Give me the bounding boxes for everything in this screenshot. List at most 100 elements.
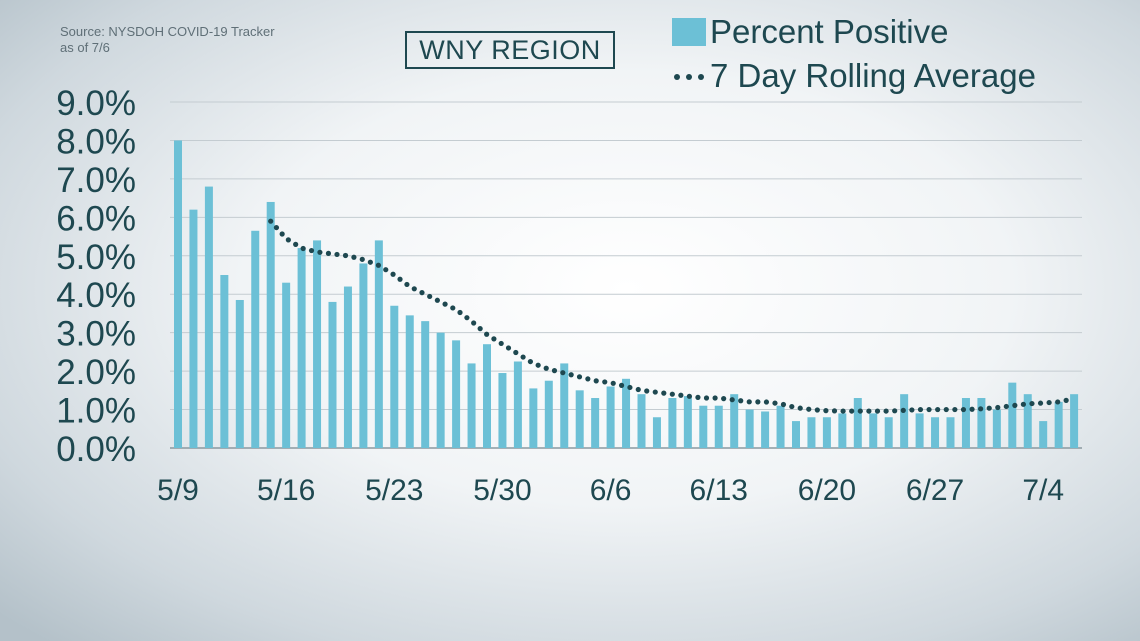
rolling-average-dot	[471, 320, 477, 326]
x-tick-label: 5/30	[473, 474, 531, 507]
bar	[792, 421, 800, 448]
bar	[884, 417, 893, 448]
rolling-average-dot	[755, 399, 761, 405]
rolling-average-dot	[1020, 401, 1026, 407]
legend-label-rolling-average: 7 Day Rolling Average	[710, 57, 1036, 94]
rolling-average-dot	[849, 408, 855, 414]
legend: Percent Positive 7 Day Rolling Average	[672, 10, 1036, 98]
bar	[900, 394, 909, 448]
rolling-average-dot	[342, 252, 349, 259]
rolling-average-dot	[789, 403, 795, 410]
rolling-average-dot	[285, 237, 291, 243]
x-tick-label: 7/4	[1022, 474, 1064, 507]
bar	[961, 398, 970, 448]
rolling-average-dot	[419, 290, 425, 296]
bar	[436, 332, 445, 448]
rolling-average-dot	[746, 399, 752, 405]
x-tick-label: 5/16	[257, 474, 315, 507]
bar	[977, 398, 986, 448]
rolling-average-dot	[797, 405, 803, 411]
bar	[405, 315, 414, 448]
rolling-average-dot	[840, 408, 846, 414]
bar	[915, 413, 924, 448]
rolling-average-dot	[513, 349, 519, 356]
rolling-average-dot	[1003, 403, 1009, 410]
rolling-average-dot	[404, 281, 410, 288]
bar	[652, 417, 661, 448]
rolling-average-dot	[273, 224, 280, 231]
rolling-average-dot	[883, 408, 889, 414]
bar	[390, 305, 399, 448]
rolling-average-dot	[535, 362, 541, 368]
rolling-average-dot	[367, 259, 373, 265]
y-tick-label: 9.0%	[56, 84, 136, 123]
legend-item-percent-positive: Percent Positive	[672, 10, 1036, 54]
bar	[421, 321, 430, 448]
rolling-average-dot	[317, 249, 323, 255]
rolling-average-dot	[325, 250, 332, 256]
rolling-average-dot	[814, 407, 820, 413]
source-note: Source: NYSDOH COVID-19 Tracker as of 7/…	[60, 24, 275, 56]
rolling-average-dot	[334, 251, 340, 258]
bar	[853, 398, 862, 448]
rolling-average-dot	[560, 370, 566, 376]
y-tick-label: 7.0%	[56, 161, 136, 200]
bar	[359, 263, 368, 448]
bar	[483, 344, 491, 448]
bar	[776, 405, 785, 448]
rolling-average-dot	[585, 376, 591, 382]
rolling-average-dot	[551, 368, 558, 374]
rolling-average-dot	[464, 315, 470, 321]
bar	[668, 398, 677, 448]
rolling-average-dot	[627, 384, 633, 391]
legend-item-rolling-average: 7 Day Rolling Average	[672, 54, 1036, 98]
rolling-average-dot	[434, 297, 440, 303]
bar	[513, 361, 522, 448]
y-tick-label: 3.0%	[56, 315, 136, 354]
rolling-average-dot	[543, 365, 549, 371]
rolling-average-dot	[457, 309, 463, 316]
bar	[931, 417, 940, 448]
bar	[745, 409, 754, 448]
source-date: as of 7/6	[60, 40, 110, 55]
bar	[313, 240, 322, 448]
rolling-average-dot	[375, 262, 382, 268]
bar	[761, 411, 770, 448]
bar	[220, 275, 229, 448]
bar	[1070, 394, 1079, 448]
rolling-average-dot	[892, 408, 898, 414]
legend-bar-swatch	[672, 18, 706, 46]
rolling-average-dot	[669, 391, 675, 397]
rolling-average-dot	[823, 408, 829, 414]
bar	[266, 201, 275, 448]
rolling-average-dot	[935, 406, 941, 413]
rolling-average-dot	[450, 305, 456, 311]
rolling-average-dot	[678, 392, 684, 398]
rolling-average-dot	[969, 406, 975, 412]
bar	[699, 405, 708, 448]
rolling-average-dot	[1037, 400, 1044, 406]
bar	[282, 282, 291, 448]
rolling-average-dot	[806, 406, 812, 412]
rolling-average-dot	[359, 256, 365, 262]
rolling-average-dot	[729, 397, 735, 403]
rolling-average-dot	[738, 398, 744, 404]
rolling-average-dot	[610, 380, 616, 386]
rolling-average-dot	[427, 293, 433, 300]
bar	[606, 386, 615, 448]
bar	[575, 390, 584, 448]
rolling-average-dot	[442, 301, 448, 307]
x-tick-label: 5/23	[365, 474, 423, 507]
bar	[204, 186, 213, 449]
bar	[374, 240, 383, 448]
rolling-average-dot	[857, 408, 863, 414]
rolling-average-dot	[1055, 399, 1061, 405]
rolling-average-dot	[986, 405, 992, 411]
bar	[560, 363, 569, 448]
rolling-average-dot	[995, 404, 1001, 411]
rolling-average-dot	[300, 245, 306, 252]
rolling-average-dot	[593, 378, 599, 384]
legend-dotted-line-swatch	[672, 62, 706, 90]
rolling-average-dot	[505, 345, 512, 351]
